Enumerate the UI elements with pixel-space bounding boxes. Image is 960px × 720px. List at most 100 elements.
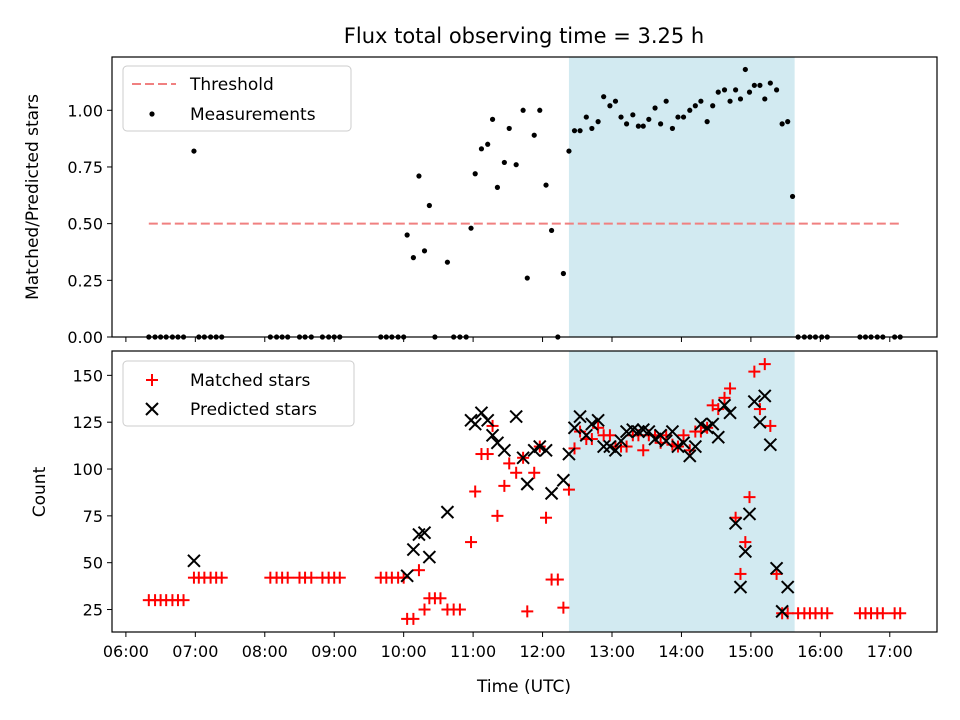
measurement-point bbox=[692, 103, 698, 109]
x-tick-label: 13:00 bbox=[589, 642, 635, 661]
matched-star-point bbox=[469, 485, 482, 498]
predicted-star-point bbox=[417, 526, 432, 540]
predicted-star-point bbox=[422, 550, 437, 564]
measurement-point bbox=[746, 89, 753, 95]
measurement-point bbox=[485, 141, 491, 147]
measurement-point bbox=[506, 125, 512, 132]
measurement-point bbox=[640, 123, 646, 129]
measurement-point bbox=[524, 275, 530, 281]
predicted-star-point bbox=[758, 389, 772, 403]
matched-star-point bbox=[753, 403, 766, 416]
predicted-star-point bbox=[780, 580, 795, 594]
predicted-star-point bbox=[659, 434, 673, 448]
matched-star-point bbox=[407, 612, 420, 625]
matched-star-point bbox=[491, 509, 504, 522]
matched-star-point bbox=[333, 571, 346, 584]
legend-matched-label: Matched stars bbox=[190, 371, 310, 391]
measurement-point bbox=[663, 98, 669, 104]
predicted-star-point bbox=[516, 451, 530, 465]
measurement-point bbox=[675, 114, 681, 120]
predicted-star-point bbox=[591, 413, 605, 428]
measurement-point bbox=[489, 116, 496, 122]
matched-star-point bbox=[177, 594, 190, 607]
bottom-y-tick-label: 75 bbox=[83, 507, 103, 526]
measurement-point bbox=[601, 94, 607, 100]
predicted-star-point bbox=[775, 604, 789, 619]
predicted-star-point bbox=[665, 424, 680, 439]
predicted-star-point bbox=[738, 544, 753, 559]
measurement-point bbox=[494, 184, 501, 190]
measurement-point bbox=[630, 112, 636, 118]
matched-star-point bbox=[821, 607, 834, 620]
top-legend-frame bbox=[122, 65, 352, 132]
measurement-point bbox=[757, 82, 763, 88]
measurement-point bbox=[612, 98, 619, 104]
matched-star-point bbox=[585, 433, 598, 446]
matched-star-point bbox=[683, 444, 696, 457]
measurement-point bbox=[762, 96, 768, 102]
predicted-star-point bbox=[468, 417, 482, 431]
legend-matched-swatch bbox=[146, 374, 158, 386]
bottom-legend: Matched stars Predicted stars bbox=[122, 360, 355, 427]
bottom-y-tick-label: 50 bbox=[83, 554, 103, 573]
bottom-axes: 25 50 75 100 125 150 06:00 07:00 08:00 09:00 10:00… bbox=[72, 350, 938, 661]
measurement-point bbox=[531, 132, 537, 138]
predicted-star-point bbox=[539, 443, 553, 457]
matched-star-point bbox=[677, 429, 690, 442]
matched-star-point bbox=[305, 571, 318, 584]
predicted-star-point bbox=[705, 417, 720, 431]
matched-star-point bbox=[739, 536, 752, 549]
matched-star-point bbox=[503, 457, 516, 470]
predicted-star-point bbox=[485, 428, 500, 443]
predicted-star-point bbox=[769, 561, 784, 576]
measurement-point bbox=[543, 182, 549, 188]
measurement-point bbox=[421, 248, 428, 254]
legend-threshold-label: Threshold bbox=[189, 75, 274, 95]
predicted-star-point bbox=[688, 439, 703, 454]
x-tick-label: 12:00 bbox=[520, 642, 566, 661]
matched-star-point bbox=[551, 573, 564, 586]
x-axis-label: Time (UTC) bbox=[476, 677, 571, 697]
matched-star-point bbox=[412, 564, 425, 577]
matched-star-point bbox=[694, 425, 707, 438]
predicted-star-point bbox=[747, 394, 762, 409]
measurement-point bbox=[733, 87, 739, 93]
matched-star-point bbox=[521, 605, 534, 618]
predicted-star-point bbox=[753, 415, 767, 429]
measurement-point bbox=[751, 82, 757, 88]
predicted-star-point bbox=[562, 447, 576, 461]
predicted-star-point bbox=[676, 436, 691, 450]
x-tick-label: 08:00 bbox=[242, 642, 288, 661]
predicted-star-point bbox=[509, 409, 523, 424]
x-tick-label: 16:00 bbox=[797, 642, 843, 661]
predicted-star-point bbox=[544, 486, 559, 501]
predicted-star-point bbox=[763, 437, 778, 452]
top-axes: 0.00 0.25 0.50 0.75 1.00 bbox=[67, 56, 938, 347]
predicted-star-point bbox=[406, 542, 421, 557]
measurement-point bbox=[680, 114, 687, 120]
bottom-y-tick-label: 150 bbox=[72, 366, 103, 385]
measurement-point bbox=[715, 89, 721, 95]
measurement-point bbox=[779, 121, 785, 127]
predicted-star-point bbox=[742, 507, 757, 521]
matched-star-point bbox=[592, 421, 605, 434]
matched-star-point bbox=[734, 567, 747, 580]
matched-star-point bbox=[481, 448, 494, 461]
x-tick-label: 07:00 bbox=[172, 642, 218, 661]
matched-star-point bbox=[281, 571, 294, 584]
measurement-point bbox=[658, 121, 664, 127]
matched-star-point bbox=[557, 601, 570, 614]
x-tick-label: 17:00 bbox=[867, 642, 913, 661]
matched-star-point bbox=[528, 466, 541, 479]
measurement-point bbox=[444, 259, 451, 265]
matched-star-point bbox=[876, 607, 889, 620]
predicted-star-point bbox=[579, 428, 594, 443]
matched-star-point bbox=[743, 491, 756, 504]
matched-star-point bbox=[215, 571, 228, 584]
measurement-point bbox=[618, 114, 624, 120]
predicted-star-point bbox=[400, 569, 414, 583]
matched-star-point bbox=[434, 592, 447, 605]
bottom-y-tick-label: 25 bbox=[83, 601, 103, 620]
measurement-point bbox=[742, 66, 748, 73]
